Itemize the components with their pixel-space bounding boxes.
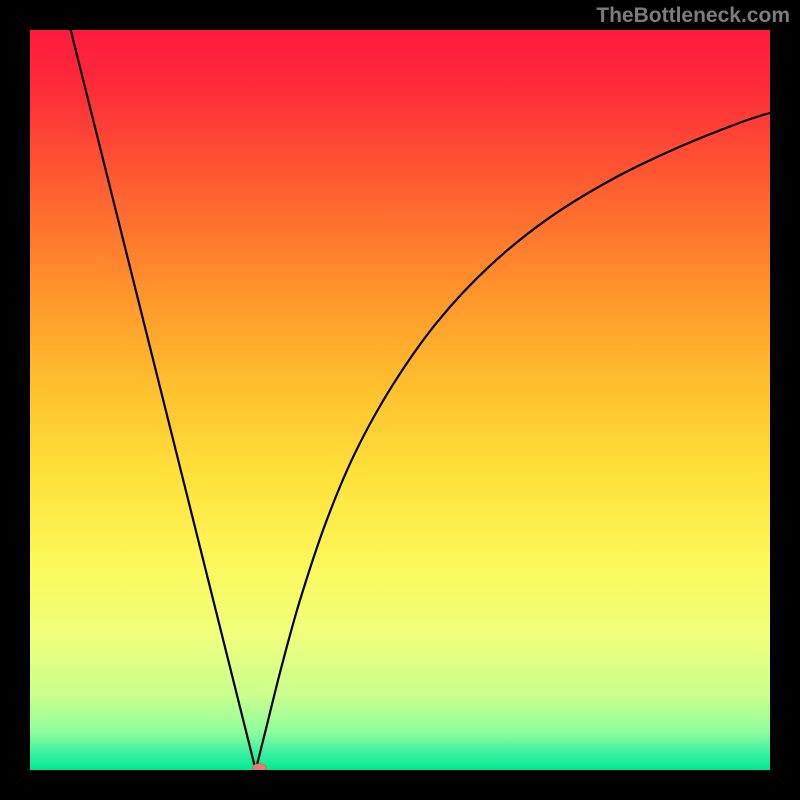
chart-frame: TheBottleneck.com: [0, 0, 800, 800]
gradient-background: [30, 30, 770, 770]
bottleneck-curve-chart: [0, 0, 800, 800]
plot-area: [0, 0, 800, 800]
watermark-text: TheBottleneck.com: [596, 4, 790, 28]
